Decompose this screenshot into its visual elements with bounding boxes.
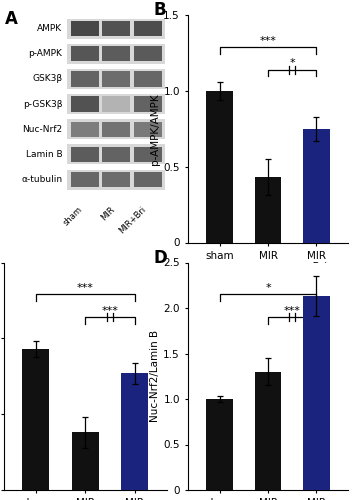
- Bar: [102, 96, 130, 112]
- Text: ***: ***: [284, 306, 301, 316]
- Text: p-GSK3β: p-GSK3β: [23, 100, 62, 108]
- Bar: [102, 146, 130, 162]
- Text: Lamin B: Lamin B: [26, 150, 62, 159]
- Bar: [71, 146, 99, 162]
- Bar: [133, 46, 162, 62]
- Bar: [71, 21, 99, 36]
- Bar: [303, 296, 330, 490]
- Bar: [22, 349, 49, 490]
- Bar: [67, 119, 165, 139]
- Text: A: A: [5, 10, 18, 28]
- Bar: [255, 372, 281, 490]
- Text: ***: ***: [77, 283, 94, 293]
- Bar: [121, 373, 148, 490]
- Y-axis label: Nuc-Nrf2/Lamin B: Nuc-Nrf2/Lamin B: [151, 330, 160, 422]
- Bar: [67, 69, 165, 89]
- Text: MIR+Bri: MIR+Bri: [117, 204, 148, 235]
- Text: MIR: MIR: [99, 204, 116, 222]
- Bar: [206, 399, 233, 490]
- Bar: [133, 122, 162, 137]
- Bar: [133, 96, 162, 112]
- Bar: [67, 170, 165, 190]
- Bar: [67, 94, 165, 114]
- Bar: [102, 122, 130, 137]
- Bar: [67, 18, 165, 38]
- Text: p-AMPK: p-AMPK: [28, 50, 62, 58]
- Text: *: *: [289, 58, 295, 68]
- Text: α-tubulin: α-tubulin: [21, 175, 62, 184]
- Bar: [133, 21, 162, 36]
- Bar: [133, 172, 162, 187]
- Bar: [102, 72, 130, 86]
- Bar: [102, 21, 130, 36]
- Text: D: D: [153, 249, 167, 267]
- Bar: [71, 122, 99, 137]
- Text: AMPK: AMPK: [37, 24, 62, 33]
- Bar: [67, 144, 165, 165]
- Bar: [133, 72, 162, 86]
- Bar: [71, 46, 99, 62]
- Bar: [67, 44, 165, 64]
- Text: GSK3β: GSK3β: [32, 74, 62, 84]
- Bar: [255, 178, 281, 242]
- Text: Nuc-Nrf2: Nuc-Nrf2: [22, 124, 62, 134]
- Text: B: B: [153, 2, 166, 20]
- Bar: [102, 46, 130, 62]
- Text: *: *: [265, 283, 271, 293]
- Bar: [102, 172, 130, 187]
- Bar: [133, 146, 162, 162]
- Bar: [71, 172, 99, 187]
- Bar: [303, 128, 330, 242]
- Bar: [72, 432, 99, 490]
- Text: sham: sham: [62, 204, 84, 228]
- Text: ***: ***: [102, 306, 118, 316]
- Text: ***: ***: [260, 36, 277, 46]
- Bar: [71, 96, 99, 112]
- Y-axis label: p-AMPK/AMPK: p-AMPK/AMPK: [151, 93, 160, 164]
- Bar: [71, 72, 99, 86]
- Bar: [206, 91, 233, 242]
